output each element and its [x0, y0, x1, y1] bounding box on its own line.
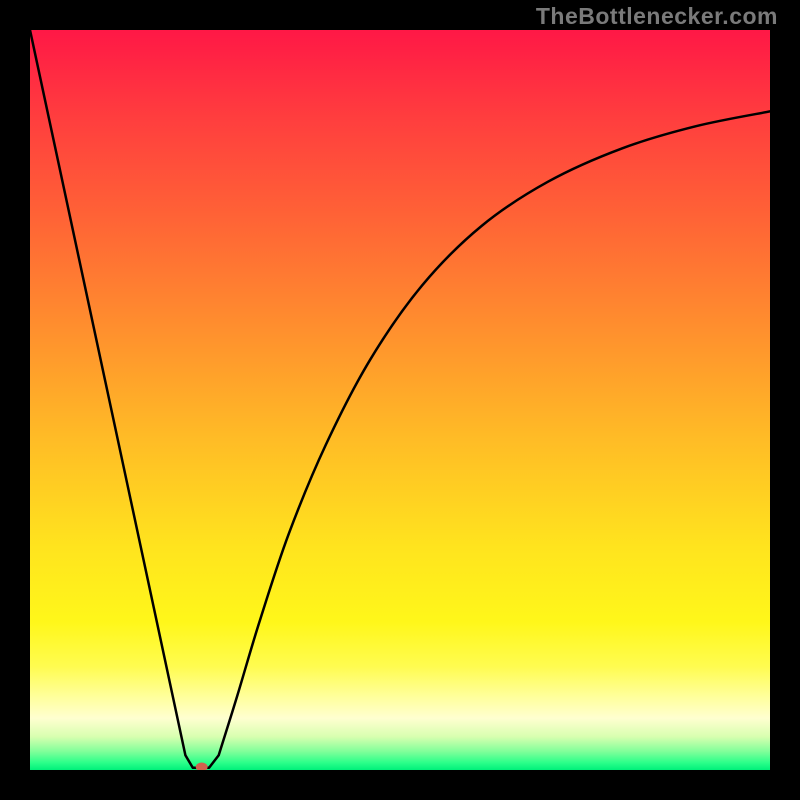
gradient-background — [30, 30, 770, 770]
plot-area — [30, 30, 770, 770]
chart-svg — [30, 30, 770, 770]
watermark-text: TheBottlenecker.com — [536, 3, 778, 30]
